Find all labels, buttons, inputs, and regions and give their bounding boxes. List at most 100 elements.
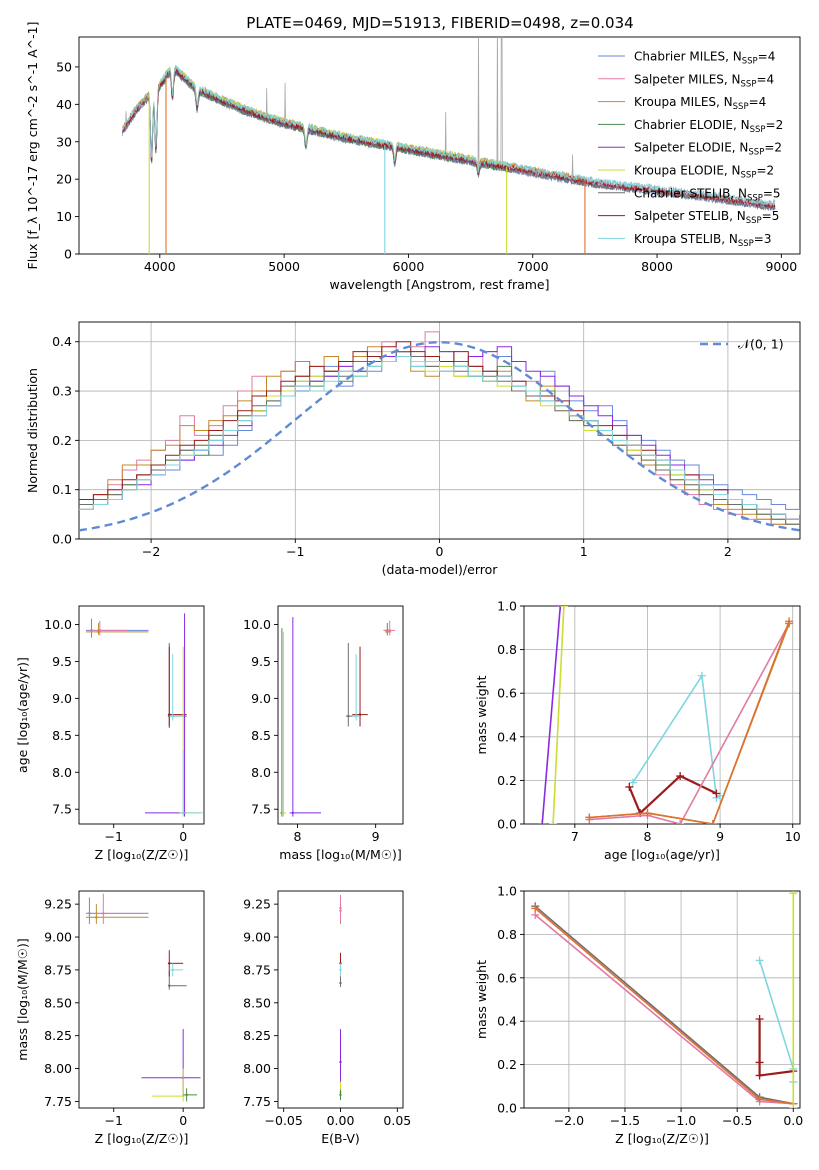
x-tick-label: 6000: [393, 259, 425, 274]
y-tick-label: 9.00: [243, 930, 271, 945]
y-tick-label: 8.50: [243, 995, 271, 1010]
y-tick-label: 0.2: [497, 773, 517, 788]
x-tick-label: −0.5: [722, 1113, 752, 1128]
y-tick-label: 0: [64, 247, 72, 262]
kroupa_stelib-weight-marker: [755, 956, 764, 965]
y-tick-label: 0.4: [497, 1014, 517, 1029]
salpeter_stelib-weight-marker: [676, 772, 685, 781]
y-tick-label: 9.0: [251, 691, 271, 706]
y-tick-label: 8.25: [44, 1028, 72, 1043]
salpeter_stelib-weight-marker: [712, 789, 721, 798]
kroupa_miles-point: [95, 916, 98, 919]
legend-label: Salpeter MILES, NSSP=4: [634, 72, 774, 89]
x-tick-label: −1: [105, 829, 123, 844]
spectrum-lines: [122, 37, 776, 254]
y-tick-label: 8.00: [243, 1061, 271, 1076]
salpeter_elodie-weight-line: [541, 606, 562, 824]
salpeter_elodie-weight-marker: [556, 606, 565, 610]
y-tick-label: 9.5: [52, 654, 72, 669]
y-tick-label: 0.0: [52, 532, 72, 547]
kroupa_stelib-weight-marker: [697, 671, 706, 680]
salpeter_miles-point: [102, 912, 105, 915]
salpeter_stelib-weight-marker: [625, 782, 634, 791]
salpeter_stelib-weight-marker: [755, 1058, 764, 1067]
y-tick-label: 0.6: [497, 970, 517, 985]
figure-title: PLATE=0469, MJD=51913, FIBERID=0498, z=0…: [246, 14, 633, 32]
x-axis-label: Z [log₁₀(Z/Z☉)]: [95, 1131, 189, 1146]
legend-label: Kroupa MILES, NSSP=4: [634, 95, 766, 112]
y-tick-label: 8.75: [243, 962, 271, 977]
salpeter_stelib-weight-line: [758, 1019, 794, 1077]
kroupa_stelib-histogram: [79, 356, 800, 520]
salpeter_elodie-point: [291, 811, 295, 815]
x-tick-label: 8: [294, 829, 302, 844]
y-tick-label: 7.5: [52, 802, 72, 817]
salpeter_stelib-weight-line: [628, 774, 717, 815]
y-tick-label: 0.2: [497, 1057, 517, 1072]
x-tick-label: −1.5: [610, 1113, 640, 1128]
orange-weight-marker: [785, 617, 794, 626]
x-axis-label: age [log₁₀(age/yr)]: [604, 847, 720, 862]
legend-label: Kroupa ELODIE, NSSP=2: [634, 164, 774, 181]
orange-weight-marker: [708, 820, 717, 824]
x-tick-label: 9: [716, 829, 724, 844]
chart-layer: 4000 5000 6000 7000 8000 900001020304050wavel…: [15, 22, 803, 1147]
salpeter_stelib-weight-marker: [755, 1015, 764, 1024]
massweight_vs_Z-axes: −2.0 −1.5 −1.0 −0.5 0.0 0.0 0.2 0.4 0.6 0.8 1.0 Z […: [474, 884, 803, 1147]
legend-label: Chabrier STELIB, NSSP=5: [634, 186, 781, 203]
spectrum-axes: 4000 5000 6000 7000 8000 9000 0 10 20 30 40 50 wavel…: [25, 22, 801, 292]
kroupa_stelib-weight-line: [632, 673, 721, 800]
x-tick-label: 7000: [517, 259, 549, 274]
massweight_vs_Z-frame: [523, 890, 801, 1109]
chabrier_stelib-point: [347, 714, 350, 718]
salpeter_miles-weight-line: [534, 914, 794, 1105]
y-tick-label: 40: [56, 97, 72, 112]
x-tick-label: 2: [724, 544, 732, 559]
kroupa_stelib-point: [181, 811, 185, 815]
salpeter_miles-weight-line: [589, 623, 790, 824]
x-tick-label: −1: [105, 1113, 123, 1128]
y-tick-label: 0.0: [497, 1101, 517, 1116]
y-axis-label: Flux [f_λ 10^-17 erg cm^-2 s^-1 A^-1]: [25, 22, 40, 270]
x-axis-label: E(B-V): [321, 1131, 360, 1146]
y-tick-label: 0.1: [52, 482, 72, 497]
x-tick-label: 8: [643, 829, 651, 844]
y-tick-label: 7.75: [243, 1094, 271, 1109]
kroupa_stelib-point: [354, 714, 358, 718]
chabrier_stelib-point: [339, 981, 342, 985]
y-tick-label: 0.3: [52, 384, 72, 399]
y-tick-label: 0.0: [497, 817, 517, 832]
kroupa_elodie-weight-marker: [789, 891, 798, 898]
age_vs_mass-points: [280, 617, 396, 817]
chabrier_elodie-point: [185, 1093, 188, 1097]
x-tick-label: −1: [286, 544, 304, 559]
mass_vs_Z-points: [85, 893, 201, 1102]
kroupa_elodie-weight-marker: [789, 1104, 798, 1108]
x-tick-label: 0.05: [383, 1113, 411, 1128]
spectrum-frame: [78, 36, 801, 255]
y-tick-label: 10.0: [44, 617, 72, 632]
y-tick-label: 8.25: [243, 1028, 271, 1043]
legend-label: Chabrier MILES, NSSP=4: [634, 50, 775, 67]
kroupa_miles-point: [97, 630, 100, 634]
x-axis-label: mass [log₁₀(M/M☉)]: [279, 847, 401, 862]
y-axis-label: mass weight: [474, 675, 489, 754]
y-tick-label: 30: [56, 134, 72, 149]
x-axis-label: wavelength [Angstrom, rest frame]: [329, 277, 549, 292]
salpeter_stelib-point: [168, 962, 171, 965]
x-tick-label: 8000: [641, 259, 673, 274]
salpeter_miles-histogram: [79, 331, 800, 525]
y-tick-label: 20: [56, 172, 72, 187]
salpeter_elodie-point: [339, 1060, 342, 1064]
y-tick-label: 7.5: [251, 802, 271, 817]
orange-weight-marker: [585, 813, 594, 822]
x-tick-label: 9: [372, 829, 380, 844]
kroupa_elodie-point: [181, 1094, 185, 1098]
y-tick-label: 8.5: [251, 728, 271, 743]
kroupa_elodie-point: [282, 811, 285, 815]
x-tick-label: 0.00: [327, 1113, 355, 1128]
age_vs_Z-frame: [78, 605, 205, 825]
age_vs_mass-frame: [277, 605, 404, 825]
residuals-axes: −2 −1 0 1 2 0.0 0.1 0.2 0.3 0.4 (data-model)/error…: [25, 321, 801, 577]
